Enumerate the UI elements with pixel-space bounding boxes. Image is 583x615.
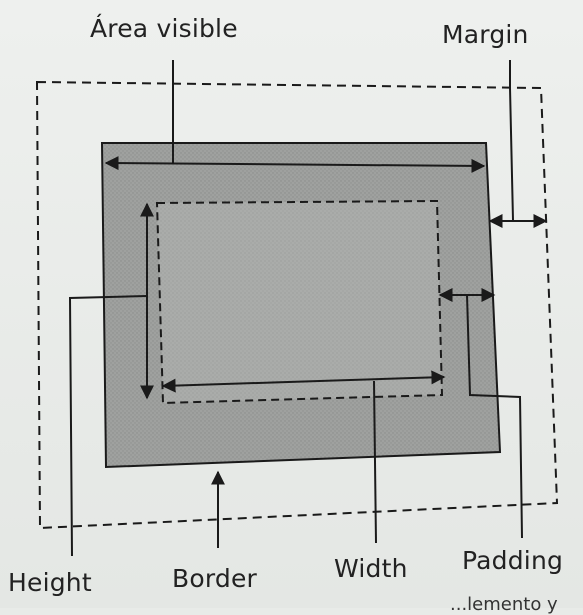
height-label: Height: [8, 570, 92, 595]
border-label: Border: [172, 566, 257, 591]
content-box: [157, 201, 442, 403]
cropped-footer-text: ...lemento y: [450, 596, 558, 614]
margin-leader: [510, 60, 513, 220]
margin-label: Margin: [442, 22, 529, 47]
area-visible-label: Área visible: [90, 16, 238, 41]
width-label: Width: [334, 556, 408, 581]
padding-label: Padding: [462, 548, 563, 573]
